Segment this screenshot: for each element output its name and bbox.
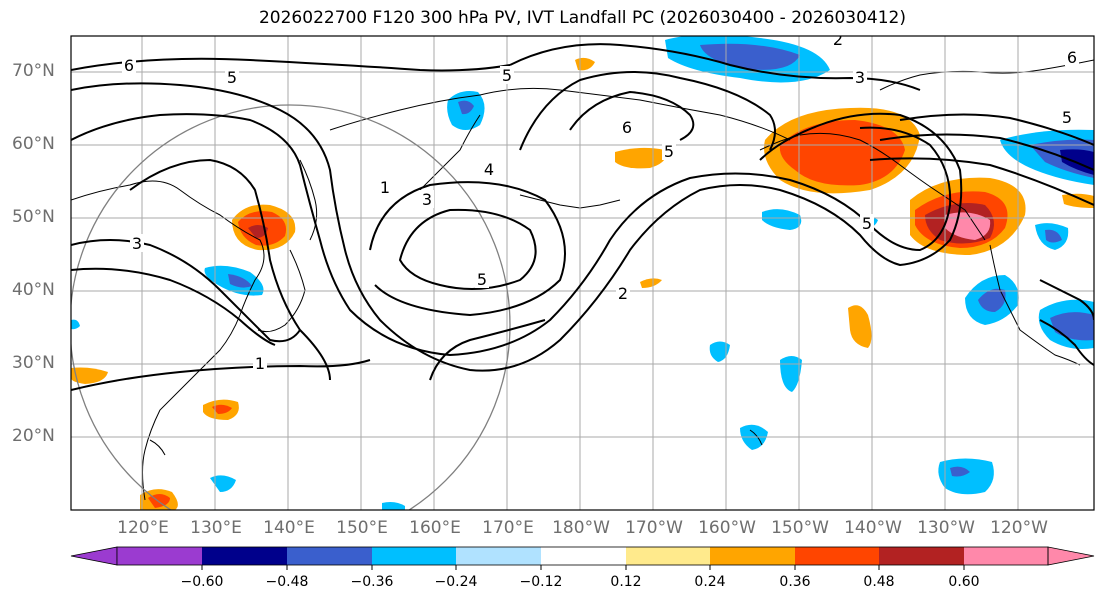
colorbar-segment [795, 547, 879, 565]
lon-label-170e: 170°E [482, 518, 534, 538]
map-title: 2026022700 F120 300 hPa PV, IVT Landfall… [258, 8, 906, 28]
lat-label-30n: 30°N [12, 353, 55, 373]
lat-label-20n: 20°N [12, 426, 55, 446]
colorbar-segment [456, 547, 541, 565]
lat-label-50n: 50°N [12, 207, 55, 227]
colorbar-segment [964, 547, 1048, 565]
lon-label-170w: 170°W [625, 518, 683, 538]
contour-label: 4 [484, 160, 494, 179]
lon-label-140e: 140°E [263, 518, 315, 538]
contour-label: 6 [124, 56, 134, 75]
colorbar-tick-label: −0.60 [180, 574, 224, 590]
pv-contours [71, 43, 1094, 391]
colorbar-tick-label: −0.12 [519, 574, 563, 590]
lat-label-40n: 40°N [12, 280, 55, 300]
colorbar-tick-label: 0.36 [779, 574, 811, 590]
colorbar-segment [626, 547, 710, 565]
colorbar [70, 546, 1095, 570]
contour-labels: 6 5 3 1 3 4 5 6 5 2 1 5 2 3 [122, 30, 1079, 373]
colorbar-segment [879, 547, 964, 565]
lon-label-130w: 130°W [917, 518, 975, 538]
lon-label-150w: 150°W [771, 518, 829, 538]
contour-label: 3 [422, 190, 432, 209]
region-circle [71, 104, 511, 510]
lon-label-140w: 140°W [844, 518, 902, 538]
colorbar-tick-label: 0.60 [948, 574, 980, 590]
colorbar-segment [710, 547, 795, 565]
colorbar-tick-label: 0.48 [863, 574, 895, 590]
contour-label: 5 [477, 270, 487, 289]
contour-label: 6 [622, 118, 632, 137]
contour-label: 5 [502, 66, 512, 85]
lon-label-160e: 160°E [409, 518, 461, 538]
colorbar-tick-label: −0.36 [350, 574, 394, 590]
colorbar-segment [541, 547, 626, 565]
colorbar-tick-label: 0.12 [610, 574, 642, 590]
colorbar-segment [117, 547, 202, 565]
lat-label-60n: 60°N [12, 134, 55, 154]
contour-label: 3 [132, 234, 142, 253]
colorbar-tick-label: −0.48 [265, 574, 309, 590]
contour-label: 1 [380, 178, 390, 197]
contour-label: 5 [862, 214, 872, 233]
colorbar-tick-label: −0.24 [434, 574, 478, 590]
lon-label-130e: 130°E [190, 518, 242, 538]
lon-label-120e: 120°E [117, 518, 169, 538]
contour-label: 5 [1062, 108, 1072, 127]
colorbar-extend-high [1047, 546, 1095, 566]
contour-label: 5 [227, 68, 237, 87]
colorbar-segment [372, 547, 456, 565]
lon-label-150e: 150°E [336, 518, 388, 538]
contour-label: 1 [255, 354, 265, 373]
colorbar-extend-low [70, 546, 118, 566]
contour-label: 2 [618, 284, 628, 303]
lon-label-120w: 120°W [990, 518, 1048, 538]
contour-label: 5 [664, 142, 674, 161]
contour-label: 6 [1067, 48, 1077, 67]
colorbar-tick-label: 0.24 [694, 574, 726, 590]
contour-label: 2 [833, 30, 843, 49]
colorbar-segment [287, 547, 372, 565]
map-frame [70, 35, 1095, 511]
lon-label-160w: 160°W [698, 518, 756, 538]
lon-label-180w: 180°W [552, 518, 610, 538]
lat-label-70n: 70°N [12, 61, 55, 81]
contour-label: 3 [855, 68, 865, 87]
colorbar-segment [202, 547, 287, 565]
